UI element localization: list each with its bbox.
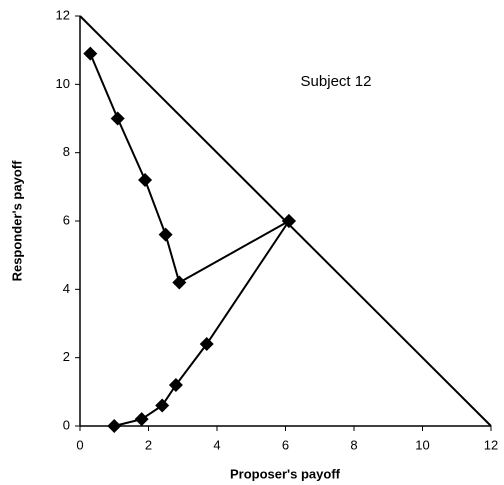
x-tick-label: 2 (145, 437, 152, 452)
diamond-marker (110, 111, 125, 126)
diamond-marker (158, 227, 173, 242)
x-axis-label: Proposer's payoff (230, 466, 341, 481)
y-tick-label: 0 (63, 417, 70, 432)
diamond-marker (83, 46, 98, 61)
y-tick-label: 2 (63, 349, 70, 364)
y-tick-label: 6 (63, 212, 70, 227)
x-tick-label: 4 (213, 437, 220, 452)
diamond-marker (168, 378, 183, 392)
x-tick-label: 12 (484, 437, 498, 452)
diamond-marker (107, 419, 122, 433)
y-tick-label: 10 (56, 76, 70, 91)
y-axis-label: Responder's payoff (9, 160, 24, 282)
x-tick-label: 0 (76, 437, 83, 452)
y-tick-label: 4 (63, 281, 70, 296)
x-tick-label: 8 (350, 437, 357, 452)
x-tick-label: 10 (415, 437, 429, 452)
diamond-marker (281, 214, 296, 228)
diamond-marker (199, 337, 214, 351)
y-tick-label: 12 (56, 7, 70, 22)
x-tick-label: 6 (282, 437, 289, 452)
series-line (89, 53, 290, 284)
series-line (79, 15, 492, 427)
series-line (114, 220, 290, 427)
diamond-marker (138, 173, 153, 187)
diamond-marker (134, 412, 149, 427)
diamond-marker (155, 398, 170, 413)
y-tick-label: 8 (63, 144, 70, 159)
annotation: Subject 12 (301, 73, 372, 90)
diamond-marker (172, 275, 187, 290)
